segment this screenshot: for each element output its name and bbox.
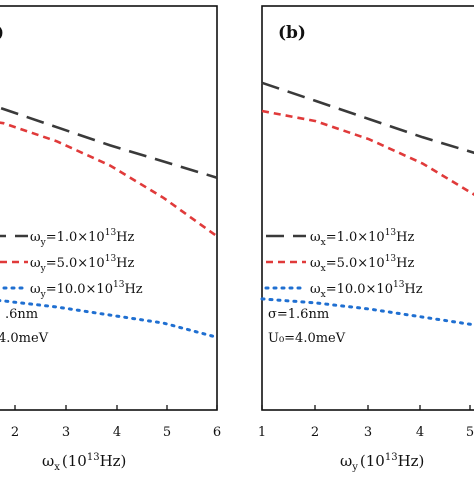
panel-a-x-ticks: 2 3 4 5 6 <box>11 405 221 440</box>
legend-label-3: ωy=10.0×1013Hz <box>30 280 143 300</box>
x-tick-label: 2 <box>311 425 319 440</box>
legend-label-2: ωx=5.0×1013Hz <box>310 254 414 274</box>
panel-a-param-u0: 4.0meV <box>0 331 49 346</box>
series-line-2 <box>0 121 218 238</box>
panel-b-frame <box>261 5 474 411</box>
x-tick-label: 1 <box>258 425 266 440</box>
legend-label-2: ωy=5.0×1013Hz <box>30 254 135 274</box>
series-line-1 <box>261 81 474 155</box>
panel-a-label-fragment: ) <box>0 23 4 43</box>
panel-a: ) 2 3 4 5 6 ωy=1.0×1013Hz ωy=5.0×1013Hz ωy=10.… <box>0 5 221 473</box>
x-tick-label: 3 <box>62 425 70 440</box>
series-line-3 <box>0 299 219 339</box>
x-tick-label: 6 <box>213 425 221 440</box>
series-line-1 <box>0 106 218 179</box>
series-line-2 <box>261 109 474 196</box>
panel-a-frame <box>0 5 218 411</box>
legend-label-1: ωx=1.0×1013Hz <box>310 228 414 248</box>
panel-a-param-sigma: .6nm <box>5 307 38 322</box>
panel-b-param-sigma: σ=1.6nm <box>268 307 329 322</box>
panel-b-legend: ωx=1.0×1013Hz ωx=5.0×1013Hz ωx=10.0×1013Hz <box>264 228 423 300</box>
legend-label-1: ωy=1.0×1013Hz <box>30 228 135 248</box>
x-tick-label: 3 <box>364 425 372 440</box>
panel-b-x-axis-title: ωy (1013Hz) <box>340 452 424 473</box>
legend-label-3: ωx=10.0×1013Hz <box>310 280 423 300</box>
panel-b-x-ticks: 1 2 3 4 5 <box>258 405 474 440</box>
panel-a-x-axis-title: ωx (1013Hz) <box>42 452 126 473</box>
panel-b-curves <box>260 81 474 327</box>
panel-a-curves <box>0 106 219 339</box>
x-tick-label: 5 <box>466 425 474 440</box>
panel-b-label: (b) <box>278 23 306 43</box>
panel-a-legend: ωy=1.0×1013Hz ωy=5.0×1013Hz ωy=10.0×1013Hz <box>0 228 143 300</box>
panel-b-param-u0: U₀=4.0meV <box>268 331 346 346</box>
x-tick-label: 5 <box>163 425 171 440</box>
x-tick-label: 2 <box>11 425 19 440</box>
x-tick-label: 4 <box>416 425 424 440</box>
series-line-3 <box>260 297 474 327</box>
x-tick-label: 4 <box>113 425 121 440</box>
